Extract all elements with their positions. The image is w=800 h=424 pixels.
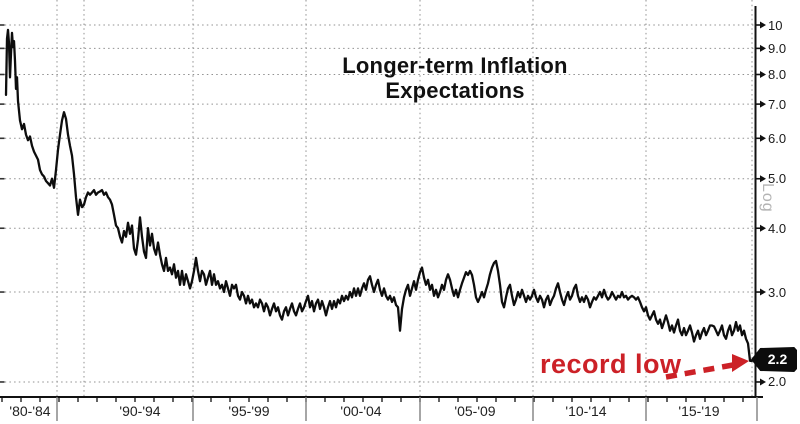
chart-title: Longer-term Inflation Expectations [300, 53, 610, 103]
y-tick-arrow-icon [760, 175, 766, 183]
y-tick-arrow-icon [760, 21, 766, 29]
record-low-annotation: record low [540, 349, 682, 379]
chart-title-line1: Longer-term Inflation [342, 53, 568, 78]
x-axis-label: '10-'14 [565, 403, 607, 419]
y-axis-label-7.0: 7.0 [768, 96, 787, 112]
y-axis-label-8.0: 8.0 [768, 66, 787, 82]
x-axis-label: '15-'19 [678, 403, 720, 419]
y-tick-arrow-icon [760, 224, 766, 232]
y-tick-arrow-icon [760, 44, 766, 52]
y-tick-arrow-icon [760, 378, 766, 386]
y-tick-arrow-icon [760, 288, 766, 296]
x-axis-label: '00-'04 [340, 403, 382, 419]
record-low-arrow-head-icon [732, 354, 749, 372]
y-axis-label-2.0: 2.0 [768, 374, 787, 390]
y-axis-label-3.0: 3.0 [768, 284, 787, 300]
last-value-badge: 2.2 [751, 347, 797, 372]
x-axis-label: '90-'94 [119, 403, 161, 419]
y-tick-arrow-icon [760, 134, 766, 142]
y-axis-label-5.0: 5.0 [768, 171, 787, 187]
inflation-expectations-line [4, 28, 754, 362]
x-axis-label: '05-'09 [454, 403, 496, 419]
x-axis-label: '95-'99 [228, 403, 270, 419]
y-axis-label-6.0: 6.0 [768, 130, 787, 146]
y-axis-label-9.0: 9.0 [768, 40, 787, 56]
y-tick-arrow-icon [760, 70, 766, 78]
y-axis-label-10: 10 [768, 17, 783, 33]
log-scale-label: Log [759, 183, 776, 213]
chart-title-line2: Expectations [385, 78, 525, 103]
x-axis-label: '80-'84 [9, 403, 51, 419]
y-tick-arrow-icon [760, 100, 766, 108]
y-axis-label-4.0: 4.0 [768, 220, 787, 236]
